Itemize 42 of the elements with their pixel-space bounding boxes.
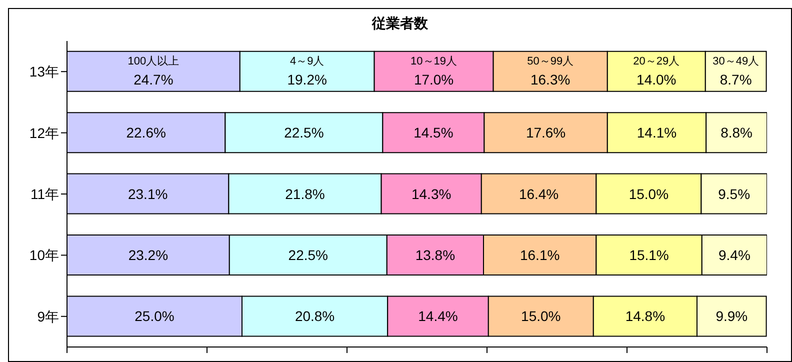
y-tick-label: 9年 (37, 308, 59, 324)
series-label: 10～19人 (410, 55, 458, 68)
data-label: 22.5% (284, 124, 324, 141)
chart-title: 従業者数 (370, 14, 429, 33)
data-label: 14.8% (625, 308, 666, 324)
data-label: 16.1% (520, 247, 560, 264)
y-tick-label: 10年 (29, 247, 59, 264)
data-label: 22.6% (126, 124, 166, 141)
y-tick-label: 12年 (29, 124, 59, 141)
data-label: 20.8% (294, 308, 335, 324)
data-label: 9.5% (718, 186, 750, 202)
data-label: 23.1% (128, 186, 168, 202)
data-label: 21.8% (285, 186, 325, 202)
series-label: 4～9人 (290, 55, 324, 68)
y-tick-label: 11年 (30, 186, 59, 202)
data-label: 15.0% (521, 308, 561, 324)
data-label: 17.0% (414, 71, 454, 88)
data-label: 15.0% (628, 186, 669, 202)
data-label: 14.1% (636, 124, 677, 141)
data-label: 16.3% (530, 71, 570, 88)
data-label: 14.3% (412, 186, 452, 202)
data-label: 13.8% (415, 247, 456, 264)
data-label: 14.0% (636, 71, 676, 88)
data-label: 24.7% (134, 71, 174, 88)
data-label: 22.5% (288, 247, 328, 264)
data-label: 15.1% (629, 247, 669, 264)
y-tick-label: 13年 (29, 64, 59, 80)
data-label: 17.6% (526, 124, 566, 141)
series-label: 20～29人 (633, 55, 680, 68)
data-label: 9.4% (718, 247, 750, 264)
data-label: 23.2% (128, 247, 168, 264)
data-label: 8.8% (720, 124, 753, 141)
data-label: 25.0% (134, 308, 174, 324)
series-label: 30～49人 (712, 55, 760, 68)
data-label: 14.4% (418, 308, 458, 324)
data-label: 14.5% (414, 124, 454, 141)
series-label: 100人以上 (128, 54, 180, 68)
data-label: 16.4% (518, 186, 559, 202)
data-label: 19.2% (287, 71, 327, 88)
data-label: 8.7% (720, 71, 752, 88)
series-label: 50～99人 (527, 55, 574, 68)
data-label: 9.9% (716, 308, 748, 324)
